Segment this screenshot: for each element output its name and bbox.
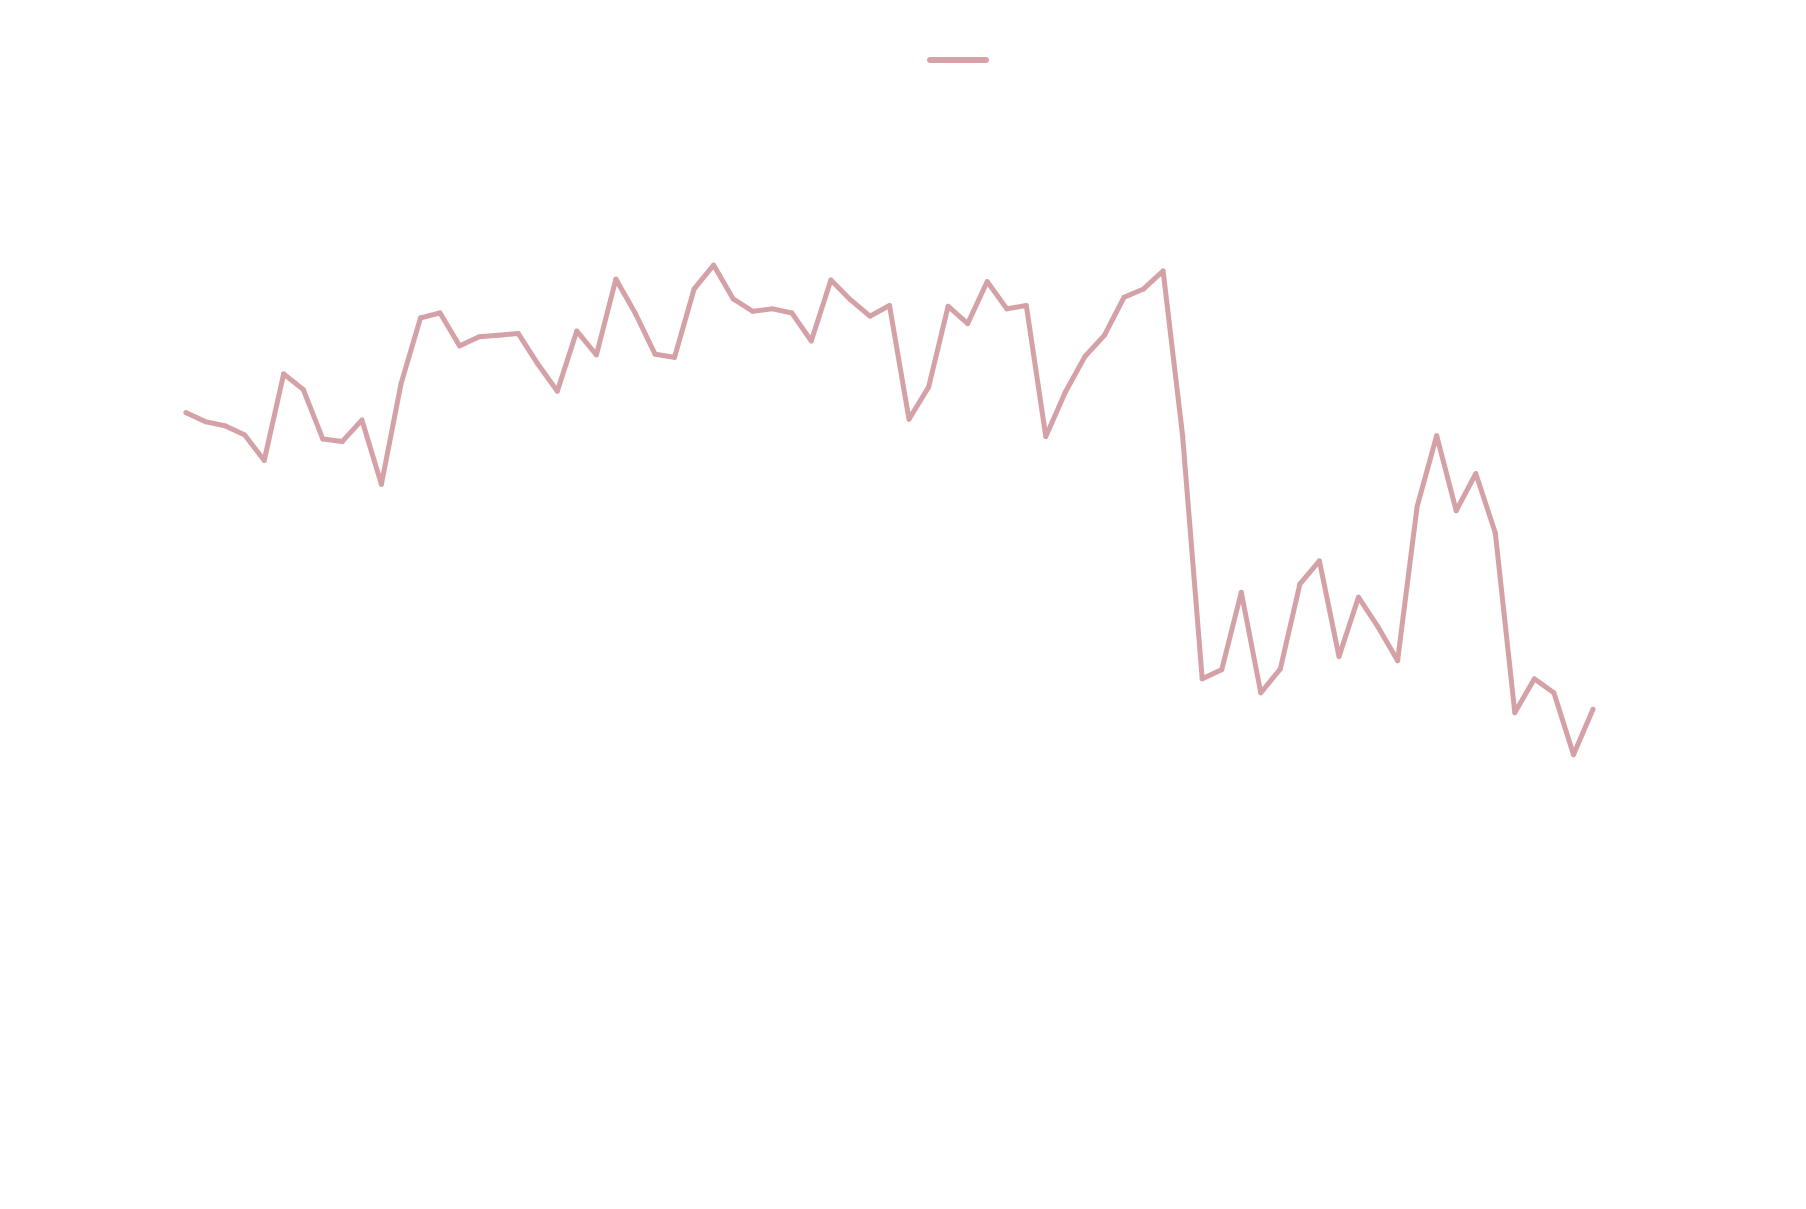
data-point: [1101, 332, 1108, 338]
data-point: [1434, 433, 1440, 439]
data-point: [671, 354, 678, 360]
data-point: [1219, 667, 1225, 673]
data-point: [1414, 504, 1420, 510]
data-point: [926, 384, 932, 390]
data-point: [789, 310, 795, 316]
data-point: [476, 334, 482, 340]
data-point: [1551, 690, 1557, 696]
data-point: [632, 311, 639, 317]
data-point: [1004, 306, 1010, 312]
plot-area: [183, 262, 1596, 758]
data-point: [457, 343, 463, 349]
data-point: [1160, 268, 1166, 274]
data-point: [1531, 676, 1537, 682]
data-point: [1297, 581, 1303, 587]
data-point: [1121, 294, 1127, 300]
data-point: [984, 279, 990, 285]
data-point: [222, 423, 228, 429]
data-point: [281, 371, 287, 377]
data-point: [847, 297, 854, 303]
data-point: [593, 352, 600, 358]
data-point: [339, 438, 345, 445]
data-point: [1375, 624, 1381, 630]
data-point: [202, 419, 209, 425]
data-point: [750, 308, 756, 314]
data-point: [1277, 666, 1283, 672]
data-point: [1473, 471, 1479, 477]
data-point: [1395, 658, 1401, 664]
data-point: [1140, 286, 1147, 292]
data-point: [711, 262, 717, 268]
data-point: [945, 303, 951, 309]
data-point: [378, 481, 384, 487]
data-point: [1453, 508, 1459, 514]
data-point: [300, 387, 306, 393]
data-point: [1258, 690, 1264, 696]
data-point: [1570, 752, 1577, 758]
data-point: [769, 306, 775, 312]
data-point: [867, 313, 873, 319]
data-point: [1336, 653, 1342, 660]
data-point: [554, 388, 560, 394]
data-point: [320, 436, 326, 442]
data-point: [886, 302, 893, 309]
data-point: [261, 457, 267, 463]
data-point: [1238, 589, 1244, 595]
data-point: [1590, 706, 1596, 712]
data-point: [496, 332, 502, 338]
data-point: [242, 432, 248, 438]
data-point: [1180, 433, 1186, 439]
data-point: [1023, 302, 1029, 309]
data-point: [1512, 710, 1518, 716]
data-point: [828, 277, 834, 283]
data-point: [359, 417, 365, 423]
data-point: [965, 321, 971, 327]
data-point: [691, 286, 697, 292]
data-point: [1082, 354, 1088, 360]
data-point: [1043, 433, 1049, 440]
data-point: [535, 361, 541, 367]
data-point: [183, 410, 189, 416]
data-point: [437, 310, 443, 316]
data-point: [1355, 594, 1362, 600]
data-point: [417, 315, 424, 321]
data-point: [730, 296, 736, 302]
data-point: [652, 351, 658, 357]
data-point: [808, 338, 814, 344]
data-point: [1492, 530, 1498, 536]
data-point: [1062, 389, 1068, 395]
data-point: [906, 416, 912, 422]
data-point: [1316, 558, 1322, 564]
data-point: [398, 381, 404, 387]
series-line-1: [183, 262, 1596, 758]
data-point: [613, 276, 619, 282]
data-point: [515, 330, 521, 337]
data-point: [1199, 676, 1205, 682]
data-point: [574, 328, 580, 334]
